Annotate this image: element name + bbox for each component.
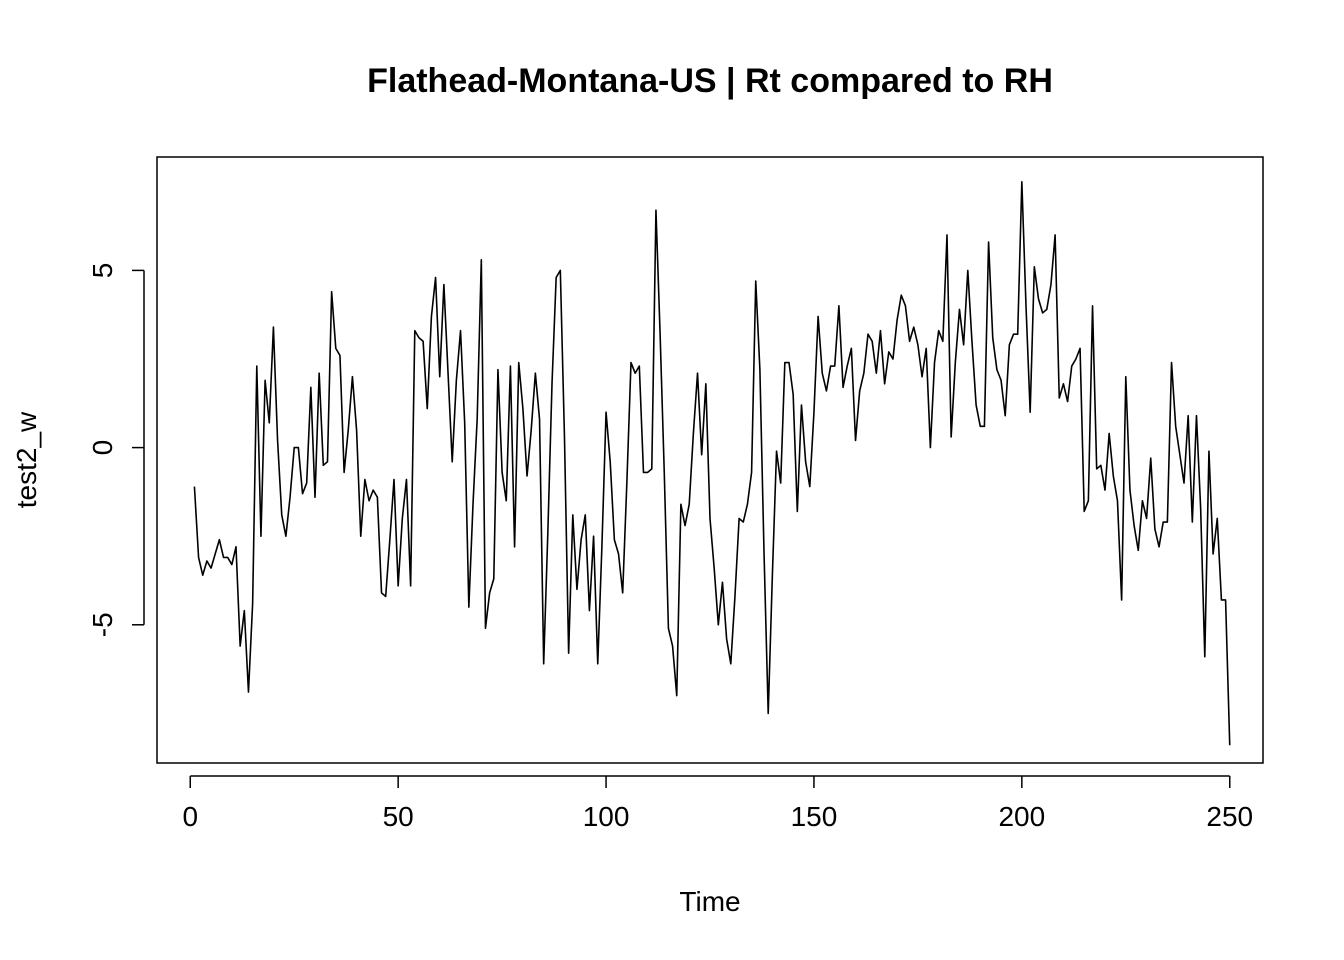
y-tick-label: -5 [87, 612, 118, 637]
x-axis-label: Time [679, 886, 740, 917]
x-tick-label: 200 [998, 801, 1045, 832]
x-axis: 0 50 100 150 200 250 [182, 775, 1253, 832]
y-tick-label: 5 [87, 263, 118, 279]
x-tick-label: 50 [383, 801, 414, 832]
series-line [193, 181, 1231, 746]
y-axis: -5 0 5 [87, 263, 145, 637]
x-tick-label: 250 [1206, 801, 1253, 832]
y-tick-label: 0 [87, 440, 118, 456]
plot-frame [156, 156, 1264, 764]
chart-title: Flathead-Montana-US | Rt compared to RH [367, 62, 1053, 100]
x-tick-label: 150 [791, 801, 838, 832]
x-tick-label: 0 [182, 801, 198, 832]
series-layer [193, 181, 1231, 746]
y-axis-label: test2_w [11, 411, 42, 508]
x-tick-label: 100 [583, 801, 630, 832]
